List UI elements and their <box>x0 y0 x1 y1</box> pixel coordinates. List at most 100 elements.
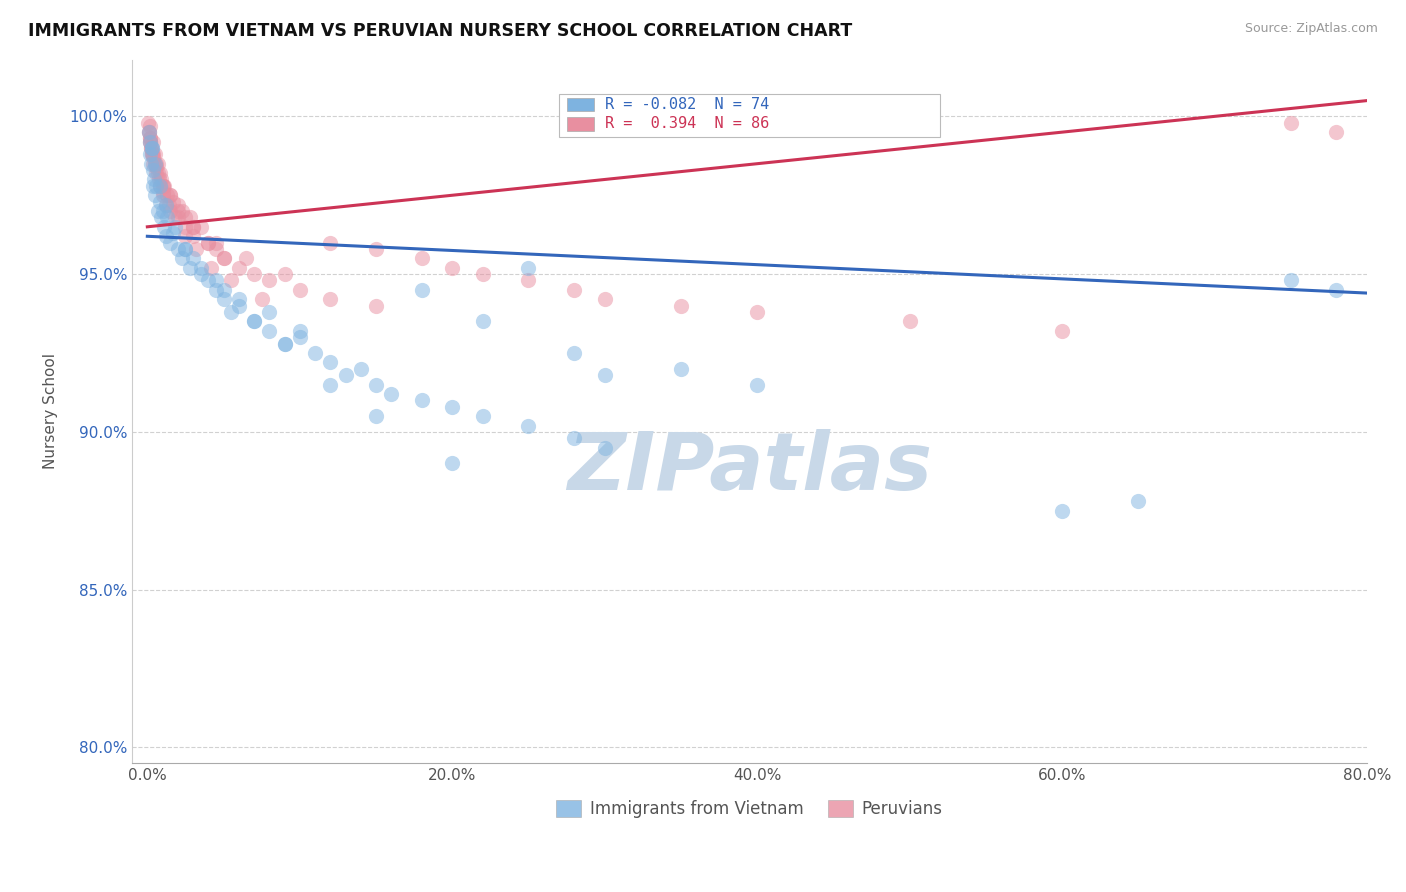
Point <box>250 293 273 307</box>
Point <box>228 260 250 275</box>
Bar <box>560 95 941 136</box>
Point <box>205 273 228 287</box>
Point <box>155 198 177 212</box>
Text: ZIPatlas: ZIPatlas <box>567 429 932 507</box>
Point <box>141 147 163 161</box>
Point <box>441 457 464 471</box>
Point <box>205 283 228 297</box>
Point <box>162 194 184 209</box>
Point <box>228 299 250 313</box>
Point <box>205 235 228 250</box>
Point <box>159 235 181 250</box>
Point <box>143 157 166 171</box>
Point <box>145 160 167 174</box>
Point <box>145 166 167 180</box>
Point <box>364 242 387 256</box>
Point <box>166 211 188 225</box>
Point <box>898 314 921 328</box>
Point <box>562 431 585 445</box>
Point <box>1128 494 1150 508</box>
Point <box>138 131 160 145</box>
Point <box>212 252 235 266</box>
Point <box>139 147 162 161</box>
Point <box>364 409 387 423</box>
Point <box>335 368 357 382</box>
Point <box>669 361 692 376</box>
Point <box>146 204 169 219</box>
Point <box>593 441 616 455</box>
Point <box>212 252 235 266</box>
Point <box>139 135 162 149</box>
Point <box>319 377 342 392</box>
Point <box>197 273 219 287</box>
Point <box>181 219 204 234</box>
Point <box>1050 504 1073 518</box>
Point <box>139 135 162 149</box>
Point <box>148 178 170 193</box>
Point <box>162 226 184 240</box>
Point <box>159 188 181 202</box>
Point <box>148 172 170 186</box>
Point <box>156 211 179 225</box>
Point <box>319 355 342 369</box>
Point <box>562 283 585 297</box>
Point <box>150 172 173 186</box>
Point <box>159 188 181 202</box>
Point <box>411 283 433 297</box>
Point <box>152 185 174 199</box>
Text: Source: ZipAtlas.com: Source: ZipAtlas.com <box>1244 22 1378 36</box>
Point <box>380 387 402 401</box>
Point <box>212 283 235 297</box>
Point <box>152 178 174 193</box>
Point <box>181 219 204 234</box>
Point <box>364 299 387 313</box>
Point <box>1324 283 1347 297</box>
Point <box>562 346 585 360</box>
Point <box>142 163 165 178</box>
Point <box>141 141 163 155</box>
Point <box>319 293 342 307</box>
Point <box>350 361 373 376</box>
Text: R = -0.082  N = 74: R = -0.082 N = 74 <box>605 97 769 112</box>
Point <box>745 305 768 319</box>
Point <box>243 314 266 328</box>
Point <box>174 242 197 256</box>
Point <box>166 242 188 256</box>
Y-axis label: Nursery School: Nursery School <box>44 353 58 469</box>
Point <box>143 157 166 171</box>
Point <box>163 219 186 234</box>
Point <box>155 198 177 212</box>
Point <box>155 229 177 244</box>
Point <box>141 157 163 171</box>
Point <box>142 135 165 149</box>
Point <box>517 418 540 433</box>
Point <box>141 147 163 161</box>
Point <box>205 242 228 256</box>
Point <box>143 172 166 186</box>
Point <box>148 178 170 193</box>
Point <box>138 125 160 139</box>
Point <box>197 235 219 250</box>
Text: R =  0.394  N = 86: R = 0.394 N = 86 <box>605 116 769 131</box>
Point <box>259 273 281 287</box>
Point <box>141 141 163 155</box>
Point <box>139 131 162 145</box>
Point <box>1050 324 1073 338</box>
Point <box>1324 125 1347 139</box>
Point <box>153 178 176 193</box>
Point <box>190 219 212 234</box>
Point <box>471 267 494 281</box>
Point <box>141 141 163 155</box>
Point <box>1279 116 1302 130</box>
Point <box>150 211 173 225</box>
Bar <box>567 117 593 130</box>
Point <box>142 178 165 193</box>
Point <box>471 314 494 328</box>
Point <box>517 260 540 275</box>
Point <box>235 252 257 266</box>
Point <box>197 235 219 250</box>
Point <box>441 260 464 275</box>
Point <box>212 293 235 307</box>
Point <box>166 204 188 219</box>
Point <box>319 235 342 250</box>
